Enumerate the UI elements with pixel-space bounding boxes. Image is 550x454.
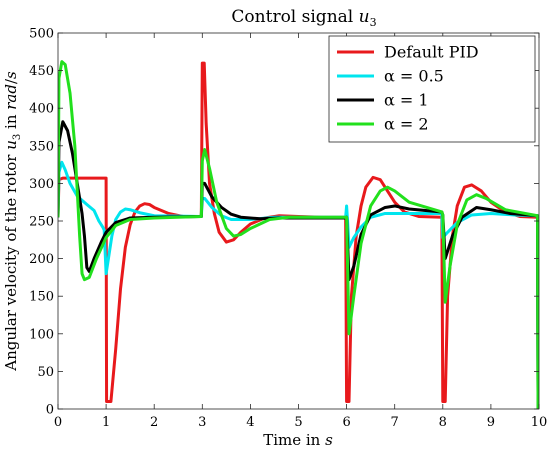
y-tick-label-8: 400 [29,102,54,117]
x-tick-label-6: 6 [342,415,350,430]
x-tick-label-7: 7 [391,415,399,430]
y-tick-label-10: 500 [29,27,54,42]
y-tick-label-0: 0 [46,403,54,418]
legend-label-2: α = 1 [384,91,429,110]
y-tick-label-6: 300 [29,177,54,192]
svg-text:Time in s: Time in s [263,431,333,449]
chart-title: Control signal u3 [231,7,376,29]
y-tick-label-2: 100 [29,327,54,342]
series-line-3 [58,60,539,409]
y-tick-label-5: 250 [29,215,54,230]
x-tick-label-2: 2 [150,415,158,430]
y-tick-label-4: 200 [29,252,54,267]
legend: Default PID α = 0.5 α = 1 α = 2 [328,35,536,143]
x-tick-label-10: 10 [531,415,548,430]
y-tick-label-7: 350 [29,139,54,154]
x-tick-label-9: 9 [487,415,495,430]
svg-text:Angular velocity of the rotor: Angular velocity of the rotor u3 in rad/… [2,71,23,372]
x-tick-label-3: 3 [198,415,206,430]
x-tick-label-4: 4 [246,415,254,430]
y-tick-label-3: 150 [29,290,54,305]
x-tick-label-1: 1 [102,415,110,430]
legend-label-0: Default PID [384,43,479,62]
legend-label-3: α = 2 [384,115,429,134]
legend-label-1: α = 0.5 [384,67,444,86]
y-axis-label: Angular velocity of the rotor u3 in rad/… [2,71,23,372]
y-tick-label-9: 450 [29,64,54,79]
x-tick-label-5: 5 [294,415,302,430]
x-axis-label: Time in s [263,431,333,449]
x-tick-label-0: 0 [54,415,62,430]
svg-text:Control signal u3: Control signal u3 [231,7,376,29]
x-tick-label-8: 8 [439,415,447,430]
y-tick-label-1: 50 [37,365,54,380]
